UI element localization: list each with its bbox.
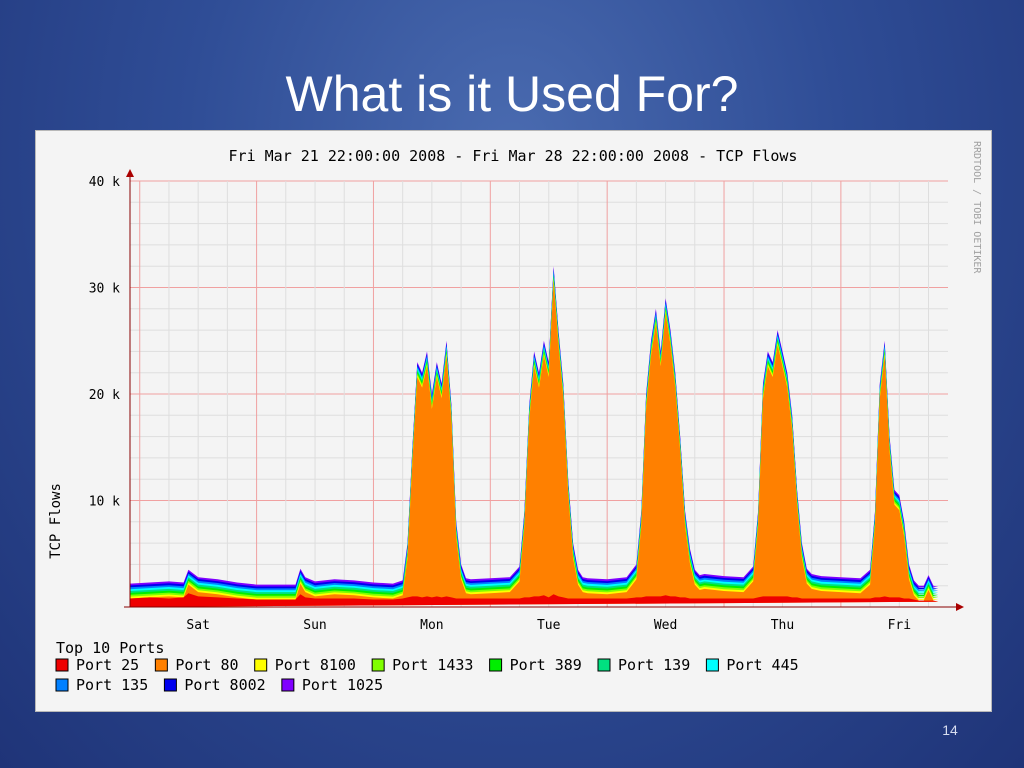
legend-label: Port 8100 (275, 656, 356, 674)
legend-swatch (55, 658, 69, 672)
legend-item: Port 445 (705, 656, 799, 674)
legend-label: Port 1025 (302, 676, 383, 694)
axes (124, 169, 964, 611)
stacked-areas (130, 266, 939, 607)
slide-title: What is it Used For? (285, 66, 739, 122)
x-tick-label: Thu (771, 618, 794, 633)
legend-swatch (55, 678, 69, 692)
x-tick-label: Wed (654, 618, 677, 633)
legend-item: Port 8100 (254, 656, 356, 674)
legend-swatch (597, 658, 611, 672)
legend-swatch (489, 658, 503, 672)
y-tick-label: 20 k (89, 388, 120, 403)
area-port-25 (130, 593, 939, 607)
legend-item: Port 389 (489, 656, 582, 674)
legend-item: Port 8002 (163, 676, 266, 694)
legend-label: Port 445 (726, 656, 798, 674)
x-tick-label: Sat (186, 618, 209, 633)
y-axis-arrow (126, 169, 134, 177)
legend-item: Port 139 (597, 656, 690, 674)
y-tick-label: 30 k (89, 282, 120, 297)
legend-label: Port 1433 (392, 656, 473, 674)
rrd-chart-frame: 10 k 20 k 30 k 40 k Sat Sun Mon Tue Wed Thu Fri F… (35, 130, 992, 712)
legend-swatch (705, 658, 719, 672)
legend-item: Port 1433 (371, 656, 473, 674)
legend-swatch (163, 678, 177, 692)
legend-item: Port 135 (55, 676, 148, 694)
x-tick-label: Sun (303, 618, 326, 633)
legend-swatch (371, 658, 385, 672)
legend-item: Port 25 (55, 656, 139, 674)
legend-label: Port 25 (76, 656, 139, 674)
y-tick-label: 10 k (89, 495, 120, 510)
area-port-80 (130, 281, 939, 607)
x-tick-label: Fri (888, 618, 911, 633)
legend-label: Port 139 (618, 656, 690, 674)
x-axis-arrow (956, 603, 964, 611)
legend-label: Port 80 (175, 656, 238, 674)
y-tick-labels: 10 k 20 k 30 k 40 k (89, 175, 120, 510)
legend-swatch (254, 658, 268, 672)
legend-swatch (154, 658, 168, 672)
rrdtool-watermark: RRDTOOL / TOBI OETIKER (971, 141, 982, 274)
tcp-flows-chart: 10 k 20 k 30 k 40 k Sat Sun Mon Tue Wed Thu Fri F… (48, 141, 982, 694)
legend-swatch (281, 678, 295, 692)
legend-label: Port 389 (510, 656, 582, 674)
legend-title: Top 10 Ports (56, 639, 164, 657)
legend-label: Port 8002 (184, 676, 265, 694)
legend-item: Port 80 (154, 656, 239, 674)
legend-label: Port 135 (76, 676, 148, 694)
chart-title: Fri Mar 21 22:00:00 2008 - Fri Mar 28 22… (229, 147, 798, 165)
y-tick-label: 40 k (89, 175, 120, 190)
x-tick-label: Tue (537, 618, 561, 633)
slide-number: 14 (942, 722, 958, 738)
x-tick-label: Mon (420, 618, 443, 633)
y-axis-label: TCP Flows (48, 483, 64, 559)
legend-item: Port 1025 (281, 676, 383, 694)
legend: Port 25 Port 80 Port 8100 Port 1433 Port 389… (55, 656, 799, 694)
x-tick-labels: Sat Sun Mon Tue Wed Thu Fri (186, 618, 911, 633)
